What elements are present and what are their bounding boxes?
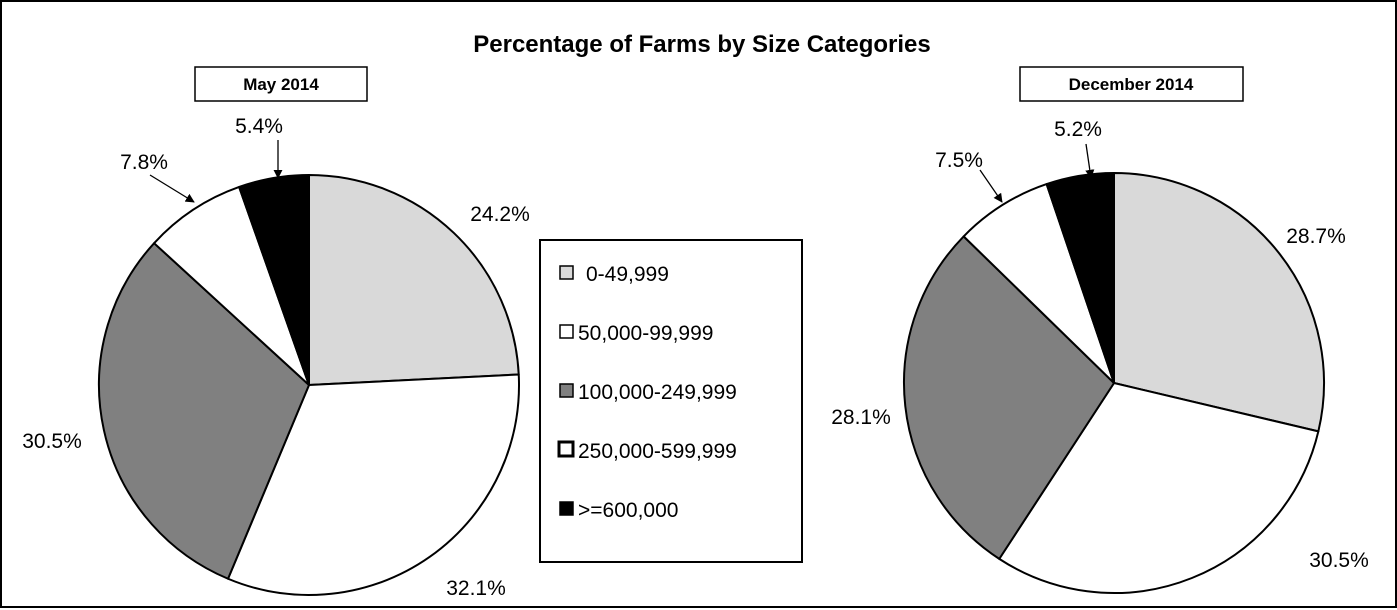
data-label-may-600000: 5.4%: [235, 115, 283, 138]
pie-slice-may-50-000-99-999: [227, 373, 520, 596]
data-label-dec-250000-599999: 7.5%: [935, 149, 983, 172]
chart-title: Percentage of Farms by Size Categories: [473, 31, 931, 58]
pie-slice-dec-0-49-999: [1113, 172, 1325, 433]
pie-slice-may-250-000-599-999: [153, 185, 310, 386]
pie-slice-may-100-000-249-999: [98, 242, 310, 580]
legend-label-600000: >=600,000: [578, 499, 678, 522]
subtitle-may: May 2014: [243, 75, 319, 94]
pie-december-2014: [903, 172, 1325, 594]
pie-may-2014: [98, 174, 520, 596]
data-label-dec-100000-249999: 28.1%: [831, 406, 891, 429]
subtitle-box-december: [1019, 66, 1244, 102]
leader-arrow-dec-600000: [1085, 143, 1095, 179]
pie-slice-dec-600-000: [1045, 172, 1115, 384]
data-label-dec-50000-99999: 30.5%: [1309, 549, 1369, 572]
data-label-may-250000-599999: 7.8%: [120, 151, 168, 174]
data-label-may-100000-249999: 30.5%: [22, 430, 82, 453]
legend-label-50000-99999: 50,000-99,999: [578, 322, 713, 345]
legend-swatch-100000-249999: [559, 383, 574, 398]
data-label-dec-0-49999: 28.7%: [1286, 225, 1346, 248]
pie-slice-dec-50-000-99-999: [998, 382, 1320, 594]
leader-arrow-dec-250000-599999: [979, 169, 1003, 203]
legend-label-250000-599999: 250,000-599,999: [578, 440, 737, 463]
data-label-may-0-49999: 24.2%: [470, 203, 530, 226]
leader-arrow-may-250000-599999: [149, 174, 195, 203]
legend-swatch-250000-599999: [557, 440, 575, 458]
pie-slice-dec-100-000-249-999: [903, 235, 1115, 560]
pie-slice-may-0-49-999: [308, 174, 520, 386]
pie-slice-dec-250-000-599-999: [962, 183, 1115, 384]
legend-box: [539, 239, 803, 563]
legend-label-0-49999: 0-49,999: [586, 263, 669, 286]
legend-swatch-50000-99999: [559, 324, 574, 339]
legend-swatch-0-49999: [559, 265, 574, 280]
legend-label-100000-249999: 100,000-249,999: [578, 381, 737, 404]
data-label-dec-600000: 5.2%: [1054, 118, 1102, 141]
legend-swatch-600000: [559, 501, 574, 516]
subtitle-box-may: [194, 66, 368, 102]
subtitle-december: December 2014: [1069, 75, 1194, 94]
legend: 0-49,999 50,000-99,999 100,000-249,999 2…: [539, 239, 803, 563]
data-label-may-50000-99999: 32.1%: [446, 577, 506, 600]
